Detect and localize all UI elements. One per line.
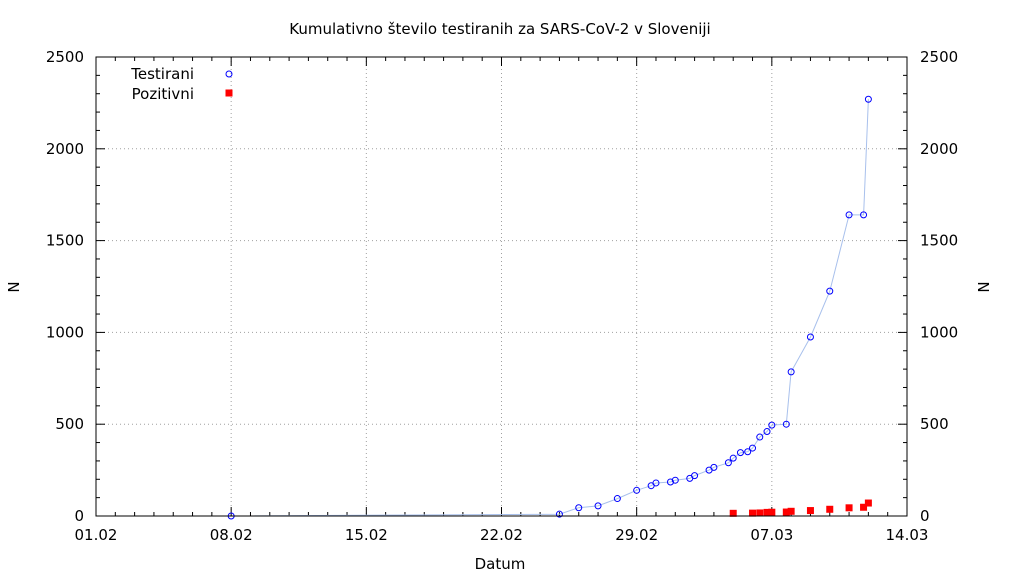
y2-tick-label: 0 — [920, 507, 930, 525]
data-point — [806, 507, 814, 515]
data-point — [860, 503, 868, 511]
x-tick-labels: 01.02 08.02 15.02 22.02 29.02 07.03 14.03 — [75, 526, 929, 544]
y2-tick-label: 1000 — [920, 323, 958, 341]
data-point — [555, 510, 563, 518]
data-point — [768, 421, 776, 429]
data-point — [744, 448, 752, 456]
data-point — [768, 508, 776, 516]
data-point — [671, 476, 679, 484]
data-point — [594, 502, 602, 510]
y2-tick-label: 2000 — [920, 140, 958, 158]
data-point — [826, 505, 834, 513]
data-point — [729, 509, 737, 517]
data-point — [749, 444, 757, 452]
legend-marker-pozitivni — [225, 89, 233, 97]
y-axis-label: N — [5, 281, 23, 292]
x-tick-label: 14.03 — [886, 526, 929, 544]
x-tick-label: 15.02 — [345, 526, 388, 544]
data-point — [864, 499, 872, 507]
y-tick-label: 500 — [55, 415, 84, 433]
series-pozitivni — [729, 499, 872, 517]
y-tick-label: 0 — [74, 507, 84, 525]
data-point — [845, 211, 853, 219]
x-axis-label: Datum — [475, 555, 526, 573]
data-point — [633, 486, 641, 494]
x-tick-label: 29.02 — [615, 526, 658, 544]
data-point — [782, 508, 790, 516]
y-tick-labels: 0 500 1000 1500 2000 2500 — [46, 48, 84, 525]
plot-frame — [95, 56, 908, 517]
y2-tick-label: 2500 — [920, 48, 958, 66]
data-point — [666, 478, 674, 486]
data-point — [729, 454, 737, 462]
data-point — [724, 459, 732, 467]
data-point — [736, 449, 744, 457]
y-tick-label: 2000 — [46, 140, 84, 158]
legend-label-pozitivni: Pozitivni — [132, 85, 194, 103]
series-testirani — [227, 95, 872, 520]
data-point — [749, 509, 757, 517]
data-point — [652, 479, 660, 487]
data-point — [782, 420, 790, 428]
data-point — [710, 463, 718, 471]
x-tick-label: 08.02 — [210, 526, 253, 544]
data-point — [763, 428, 771, 436]
data-point — [756, 509, 764, 517]
y2-axis-label: N — [975, 281, 993, 292]
y2-tick-label: 500 — [920, 415, 949, 433]
data-point — [613, 495, 621, 503]
y2-tick-labels: 0 500 1000 1500 2000 2500 — [920, 48, 958, 525]
y-tick-label: 1000 — [46, 323, 84, 341]
data-point — [787, 368, 795, 376]
series-layer — [227, 95, 872, 520]
series-line-testirani — [231, 99, 869, 517]
data-point — [756, 433, 764, 441]
legend-label-testirani: Testirani — [130, 65, 194, 83]
y-tick-label: 1500 — [46, 232, 84, 250]
y2-tick-label: 1500 — [920, 232, 958, 250]
data-point — [826, 287, 834, 295]
data-point — [787, 507, 795, 515]
x-tick-label: 01.02 — [75, 526, 118, 544]
data-point — [864, 95, 872, 103]
data-point — [763, 508, 771, 516]
y-tick-label: 2500 — [46, 48, 84, 66]
data-point — [860, 211, 868, 219]
legend: Testirani Pozitivni — [130, 65, 233, 103]
chart-title: Kumulativno število testiranih za SARS-C… — [289, 20, 710, 38]
x-tick-label: 22.02 — [480, 526, 523, 544]
legend-marker-testirani — [225, 70, 233, 78]
grid — [96, 57, 907, 516]
data-point — [806, 333, 814, 341]
data-point — [575, 504, 583, 512]
data-point — [845, 504, 853, 512]
x-tick-label: 07.03 — [750, 526, 793, 544]
data-point — [691, 472, 699, 480]
